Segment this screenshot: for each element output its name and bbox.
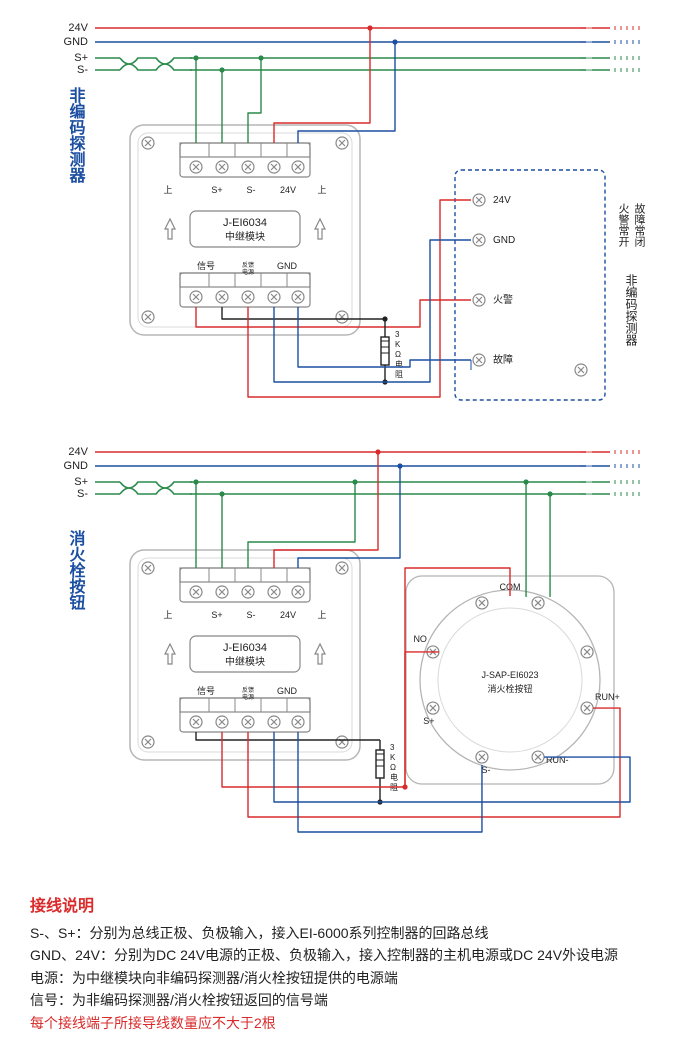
- svg-text:S+: S+: [74, 52, 88, 64]
- svg-text:24V: 24V: [68, 22, 88, 34]
- svg-text:故障: 故障: [493, 353, 513, 366]
- svg-text:S-: S-: [77, 64, 88, 76]
- svg-text:反馈电源: 反馈电源: [242, 261, 254, 276]
- svg-text:火警常开: 火警常开: [617, 203, 630, 248]
- notes-title: 接线说明: [30, 892, 650, 916]
- svg-text:24V: 24V: [68, 446, 88, 458]
- svg-text:24V: 24V: [280, 610, 296, 620]
- svg-text:上: 上: [317, 610, 326, 620]
- svg-text:消火栓按钮: 消火栓按钮: [487, 683, 532, 694]
- svg-text:S+: S+: [74, 476, 88, 488]
- svg-text:J-EI6034: J-EI6034: [223, 642, 267, 654]
- svg-text:故障常闭: 故障常闭: [633, 202, 646, 248]
- svg-text:J-EI6034: J-EI6034: [223, 217, 267, 229]
- notes-warn: 每个接线端子所接导线数量应不大于2根: [30, 1012, 650, 1034]
- svg-text:J-SAP-EI6023: J-SAP-EI6023: [481, 670, 538, 680]
- svg-text:3KΩ电阻: 3KΩ电阻: [395, 330, 403, 379]
- svg-text:信号: 信号: [197, 685, 215, 696]
- svg-text:上: 上: [163, 610, 172, 620]
- svg-text:RUN+: RUN+: [595, 692, 620, 702]
- svg-text:中继模块: 中继模块: [225, 655, 265, 668]
- svg-text:24V: 24V: [493, 195, 511, 206]
- notes-line-2: 电源：为中继模块向非编码探测器/消火栓按钮提供的电源端: [30, 967, 650, 989]
- svg-text:上: 上: [163, 185, 172, 195]
- notes-section: 接线说明 S-、S+：分别为总线正极、负极输入，接入EI-6000系列控制器的回…: [0, 880, 680, 1054]
- svg-text:S+: S+: [423, 716, 434, 726]
- svg-text:GND: GND: [64, 460, 89, 472]
- notes-line-1: GND、24V：分别为DC 24V电源的正极、负极输入，接入控制器的主机电源或D…: [30, 944, 650, 966]
- svg-text:3KΩ电阻: 3KΩ电阻: [390, 743, 398, 792]
- svg-text:S-: S-: [247, 610, 256, 620]
- svg-text:上: 上: [317, 185, 326, 195]
- svg-text:NO: NO: [413, 634, 427, 644]
- svg-text:S-: S-: [481, 765, 490, 775]
- svg-text:S+: S+: [211, 185, 222, 195]
- diagram-2: 24VGNDS+S-消火栓按钮上S+S-24V上J-EI6034中继模块信号反馈…: [0, 440, 680, 880]
- svg-text:消火栓按钮: 消火栓按钮: [67, 529, 86, 611]
- svg-text:GND: GND: [277, 261, 298, 271]
- svg-text:GND: GND: [277, 686, 298, 696]
- diagram-1: 24VGNDS+S-非编码探测器上S+S-24V上J-EI6034中继模块信号反…: [0, 0, 680, 440]
- notes-line-3: 信号：为非编码探测器/消火栓按钮返回的信号端: [30, 989, 650, 1011]
- svg-text:非编码探测器: 非编码探测器: [624, 274, 638, 347]
- svg-text:中继模块: 中继模块: [225, 230, 265, 243]
- svg-text:S-: S-: [77, 488, 88, 500]
- svg-text:反馈电源: 反馈电源: [242, 686, 254, 701]
- svg-text:信号: 信号: [197, 260, 215, 271]
- svg-text:火警: 火警: [493, 293, 513, 306]
- svg-text:非编码探测器: 非编码探测器: [67, 86, 87, 184]
- svg-text:GND: GND: [493, 235, 515, 246]
- svg-text:GND: GND: [64, 36, 89, 48]
- svg-text:S+: S+: [211, 610, 222, 620]
- svg-text:24V: 24V: [280, 185, 296, 195]
- notes-line-0: S-、S+：分别为总线正极、负极输入，接入EI-6000系列控制器的回路总线: [30, 922, 650, 944]
- svg-text:S-: S-: [247, 185, 256, 195]
